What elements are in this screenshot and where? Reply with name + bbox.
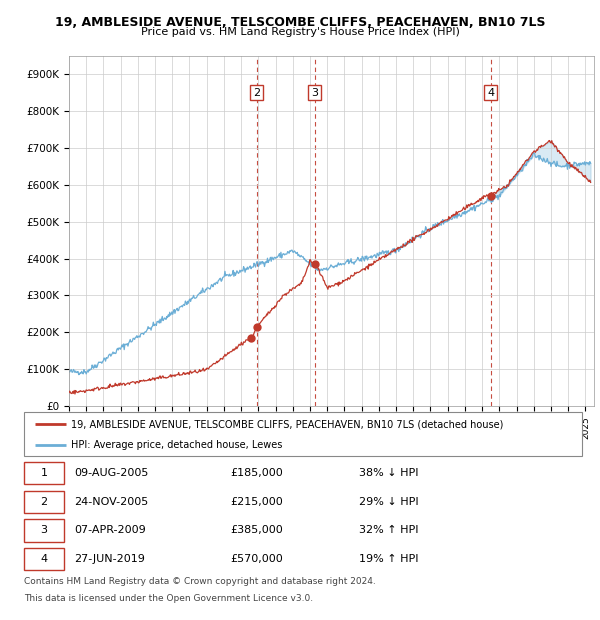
Text: 4: 4 [41,554,47,564]
Text: 38% ↓ HPI: 38% ↓ HPI [359,468,418,478]
Text: 32% ↑ HPI: 32% ↑ HPI [359,526,418,536]
Text: 29% ↓ HPI: 29% ↓ HPI [359,497,418,507]
Text: HPI: Average price, detached house, Lewes: HPI: Average price, detached house, Lewe… [71,440,283,450]
Text: 19, AMBLESIDE AVENUE, TELSCOMBE CLIFFS, PEACEHAVEN, BN10 7LS: 19, AMBLESIDE AVENUE, TELSCOMBE CLIFFS, … [55,16,545,29]
FancyBboxPatch shape [24,548,64,570]
Text: 19, AMBLESIDE AVENUE, TELSCOMBE CLIFFS, PEACEHAVEN, BN10 7LS (detached house): 19, AMBLESIDE AVENUE, TELSCOMBE CLIFFS, … [71,420,504,430]
Text: 3: 3 [311,87,318,98]
FancyBboxPatch shape [24,490,64,513]
Text: 1: 1 [41,468,47,478]
Text: 07-APR-2009: 07-APR-2009 [74,526,146,536]
Text: 24-NOV-2005: 24-NOV-2005 [74,497,148,507]
Text: 09-AUG-2005: 09-AUG-2005 [74,468,149,478]
Text: This data is licensed under the Open Government Licence v3.0.: This data is licensed under the Open Gov… [24,595,313,603]
FancyBboxPatch shape [24,462,64,484]
Text: 3: 3 [41,526,47,536]
FancyBboxPatch shape [24,520,64,542]
Text: £185,000: £185,000 [230,468,283,478]
Text: Contains HM Land Registry data © Crown copyright and database right 2024.: Contains HM Land Registry data © Crown c… [24,577,376,586]
Text: 2: 2 [253,87,260,98]
Text: £570,000: £570,000 [230,554,283,564]
Text: Price paid vs. HM Land Registry's House Price Index (HPI): Price paid vs. HM Land Registry's House … [140,27,460,37]
Text: 4: 4 [487,87,494,98]
Text: 27-JUN-2019: 27-JUN-2019 [74,554,145,564]
Text: 19% ↑ HPI: 19% ↑ HPI [359,554,418,564]
Text: £215,000: £215,000 [230,497,283,507]
Text: £385,000: £385,000 [230,526,283,536]
Text: 2: 2 [41,497,47,507]
